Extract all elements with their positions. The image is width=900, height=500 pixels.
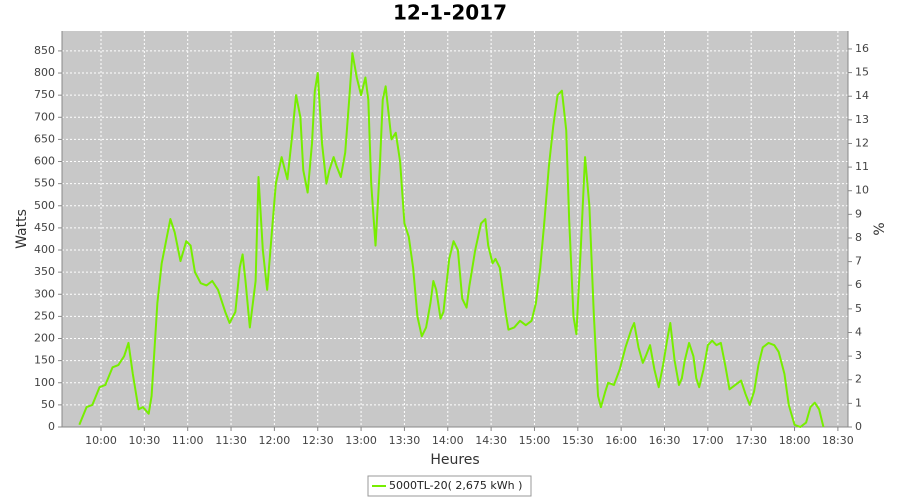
y-tick-label: 50 [41,398,55,411]
y-tick-label: 200 [34,332,55,345]
y2-tick-label: 9 [855,207,862,220]
x-tick-label: 15:30 [562,434,594,447]
x-tick-label: 10:00 [85,434,117,447]
y2-tick-label: 2 [855,373,862,386]
y2-tick-label: 13 [855,113,869,126]
y2-tick-label: 7 [855,255,862,268]
x-tick-label: 12:00 [259,434,291,447]
y-tick-label: 100 [34,376,55,389]
y2-tick-label: 16 [855,42,869,55]
y-tick-label: 0 [48,420,55,433]
y-tick-label: 350 [34,265,55,278]
y-tick-label: 550 [34,177,55,190]
x-tick-label: 13:00 [345,434,377,447]
x-tick-label: 10:30 [129,434,161,447]
legend: 5000TL-20( 2,675 kWh ) [367,475,532,497]
x-tick-label: 17:00 [692,434,724,447]
y2-tick-label: 15 [855,66,869,79]
y2-tick-label: 1 [855,396,862,409]
x-tick-label: 11:30 [215,434,247,447]
y2-tick-label: 0 [855,420,862,433]
y2-tick-label: 10 [855,184,869,197]
y-tick-label: 850 [34,44,55,57]
x-tick-label: 12:30 [302,434,334,447]
y2-tick-label: 12 [855,136,869,149]
y-axis-label: Watts [14,209,30,249]
legend-box [367,475,532,497]
y-tick-label: 300 [34,287,55,300]
x-tick-label: 15:00 [519,434,551,447]
x-tick-label: 11:00 [172,434,204,447]
x-tick-label: 14:00 [432,434,464,447]
y2-tick-label: 3 [855,349,862,362]
legend-label: 5000TL-20( 2,675 kWh ) [389,479,522,492]
chart-title: 12-1-2017 [393,1,507,25]
y-tick-label: 800 [34,66,55,79]
y-tick-label: 250 [34,309,55,322]
x-axis-label: Heures [430,452,479,468]
y2-axis-label: % [872,222,888,235]
plot-area [62,31,848,427]
y2-tick-label: 4 [855,325,862,338]
y-tick-label: 400 [34,243,55,256]
y2-tick-label: 14 [855,89,869,102]
y-tick-label: 500 [34,199,55,212]
y-tick-label: 700 [34,110,55,123]
y2-tick-label: 11 [855,160,869,173]
x-tick-label: 17:30 [735,434,767,447]
y-tick-label: 450 [34,221,55,234]
y2-tick-label: 5 [855,302,862,315]
x-tick-label: 16:00 [605,434,637,447]
x-tick-label: 14:30 [475,434,507,447]
y2-tick-label: 6 [855,278,862,291]
y-tick-label: 600 [34,155,55,168]
y-tick-label: 150 [34,354,55,367]
x-tick-label: 18:00 [779,434,811,447]
y2-tick-label: 8 [855,231,862,244]
y-tick-label: 750 [34,88,55,101]
x-tick-label: 18:30 [822,434,854,447]
data-line [78,52,825,428]
x-tick-label: 16:30 [649,434,681,447]
y-tick-label: 650 [34,132,55,145]
x-tick-label: 13:30 [389,434,421,447]
